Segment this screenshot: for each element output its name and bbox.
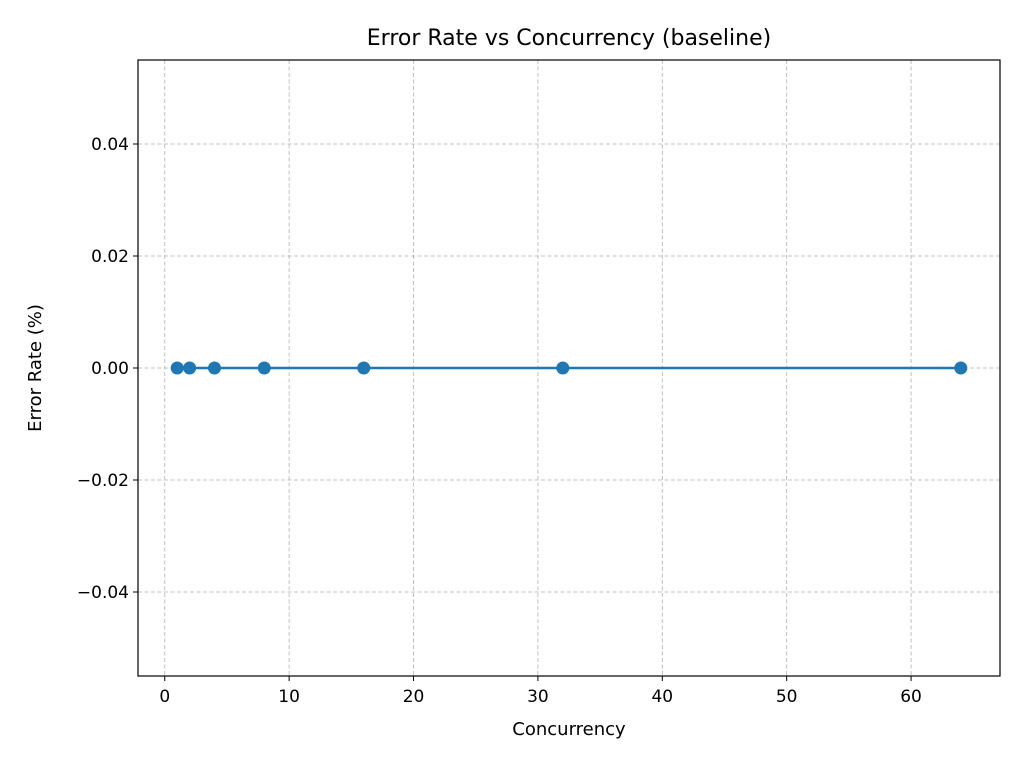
x-axis: 0 10 20 30 40 50 60 — [159, 676, 922, 707]
y-axis: −0.04 −0.02 0.00 0.02 0.04 — [77, 135, 138, 603]
chart-title: Error Rate vs Concurrency (baseline) — [367, 26, 771, 51]
y-axis-label: Error Rate (%) — [25, 304, 46, 432]
y-tick-label: 0.02 — [91, 247, 129, 267]
series-group — [170, 361, 968, 375]
data-point — [183, 361, 197, 375]
data-point — [207, 361, 221, 375]
x-tick-label: 30 — [527, 687, 549, 707]
data-point — [556, 361, 570, 375]
x-tick-label: 20 — [403, 687, 425, 707]
x-tick-label: 40 — [651, 687, 673, 707]
data-point — [357, 361, 371, 375]
x-tick-label: 60 — [900, 687, 922, 707]
x-tick-label: 0 — [159, 687, 170, 707]
x-tick-label: 10 — [278, 687, 300, 707]
data-point — [170, 361, 184, 375]
y-tick-label: 0.00 — [91, 359, 129, 379]
x-tick-label: 50 — [776, 687, 798, 707]
data-point — [257, 361, 271, 375]
y-tick-label: 0.04 — [91, 135, 129, 155]
data-point — [954, 361, 968, 375]
x-axis-label: Concurrency — [512, 719, 626, 740]
y-tick-label: −0.04 — [77, 583, 129, 603]
y-tick-label: −0.02 — [77, 471, 129, 491]
